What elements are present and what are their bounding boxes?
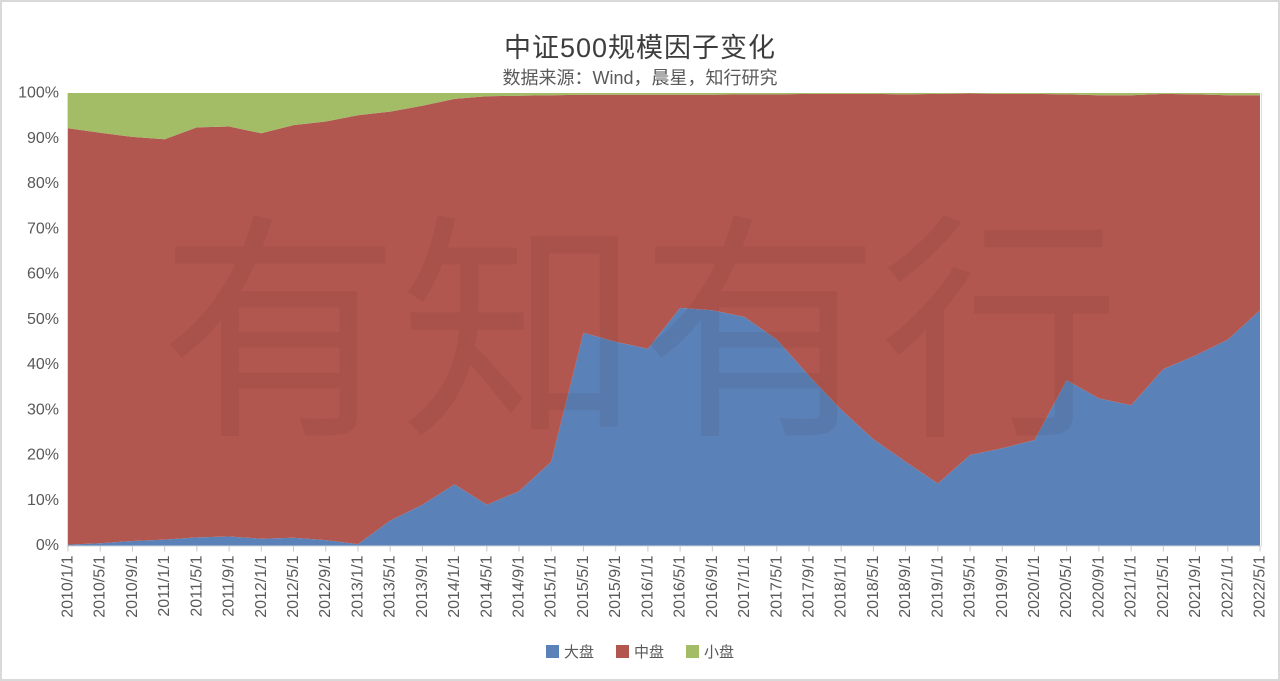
x-axis-label: 2016/5/1 xyxy=(672,555,689,617)
legend-item-large-cap: 大盘 xyxy=(545,641,594,662)
x-axis-label: 2021/5/1 xyxy=(1155,555,1172,617)
y-axis-label: 90% xyxy=(27,130,59,147)
chart-subtitle: 数据来源：Wind，晨星，知行研究 xyxy=(502,68,778,88)
x-axis-label: 2020/5/1 xyxy=(1058,555,1075,617)
area-large-cap xyxy=(68,307,1260,546)
x-axis-label: 2013/5/1 xyxy=(382,555,399,617)
x-axis-label: 2018/5/1 xyxy=(865,555,882,617)
y-axis-label: 100% xyxy=(18,85,59,102)
area-small-cap xyxy=(68,93,1260,140)
x-axis-label: 2015/5/1 xyxy=(575,555,592,617)
x-axis-label: 2020/1/1 xyxy=(1026,555,1043,617)
x-axis-label: 2016/9/1 xyxy=(704,555,721,617)
x-axis-label: 2019/5/1 xyxy=(962,555,979,617)
x-axis-label: 2012/5/1 xyxy=(285,555,302,617)
y-axis-label: 30% xyxy=(27,401,59,418)
x-axis-label: 2013/1/1 xyxy=(349,555,366,617)
x-axis-label: 2014/9/1 xyxy=(511,555,528,617)
legend-label-small-cap: 小盘 xyxy=(704,644,735,661)
x-axis-label: 2022/5/1 xyxy=(1252,555,1269,617)
x-axis-label: 2013/9/1 xyxy=(414,555,431,617)
y-axis-label: 50% xyxy=(27,311,59,328)
legend-swatch-large-cap-icon xyxy=(545,645,559,658)
page-title: 中证500规模因子变化 xyxy=(503,33,777,63)
x-axis-label: 2017/5/1 xyxy=(768,555,785,617)
x-axis-label: 2018/9/1 xyxy=(897,555,914,617)
x-axis-label: 2011/5/1 xyxy=(188,555,205,616)
area-mid-cap xyxy=(68,93,1260,545)
x-axis-label: 2017/9/1 xyxy=(800,555,817,617)
y-axis-label: 10% xyxy=(27,492,59,509)
legend-label-mid-cap: 中盘 xyxy=(633,644,664,661)
y-axis-label: 60% xyxy=(27,266,59,283)
legend-swatch-small-cap-icon xyxy=(686,645,699,658)
x-axis-label: 2010/9/1 xyxy=(124,555,141,617)
chart-legend: 大盘 中盘 小盘 xyxy=(2,641,1278,662)
x-axis-label: 2012/1/1 xyxy=(253,555,270,617)
x-axis-label: 2021/1/1 xyxy=(1123,555,1140,617)
x-axis-label: 2017/1/1 xyxy=(736,555,753,617)
x-axis-label: 2015/1/1 xyxy=(543,555,560,617)
y-axis-label: 70% xyxy=(27,220,59,237)
y-axis-label: 80% xyxy=(27,175,59,192)
x-axis-label: 2010/1/1 xyxy=(60,555,77,617)
x-axis-label: 2019/9/1 xyxy=(994,555,1011,617)
x-axis-label: 2018/1/1 xyxy=(833,555,850,617)
x-axis-label: 2016/1/1 xyxy=(639,555,656,617)
x-axis-label: 2011/9/1 xyxy=(221,555,238,616)
legend-item-mid-cap: 中盘 xyxy=(615,641,664,662)
y-axis-label: 40% xyxy=(27,356,59,373)
y-axis-label: 0% xyxy=(36,537,59,554)
x-axis-label: 2014/5/1 xyxy=(478,555,495,617)
x-axis-label: 2019/1/1 xyxy=(929,555,946,617)
x-axis-label: 2011/1/1 xyxy=(156,555,173,616)
legend-swatch-mid-cap-icon xyxy=(615,645,629,658)
x-axis-label: 2014/1/1 xyxy=(446,555,463,617)
legend-label-large-cap: 大盘 xyxy=(563,644,594,661)
y-axis-label: 20% xyxy=(27,447,59,464)
x-axis-label: 2012/9/1 xyxy=(317,555,334,617)
x-axis-label: 2022/1/1 xyxy=(1219,555,1236,617)
x-axis-label: 2015/9/1 xyxy=(607,555,624,617)
legend-item-small-cap: 小盘 xyxy=(686,641,734,662)
x-axis-label: 2010/5/1 xyxy=(92,555,109,617)
x-axis-label: 2020/9/1 xyxy=(1090,555,1107,617)
x-axis-label: 2021/9/1 xyxy=(1187,555,1204,617)
